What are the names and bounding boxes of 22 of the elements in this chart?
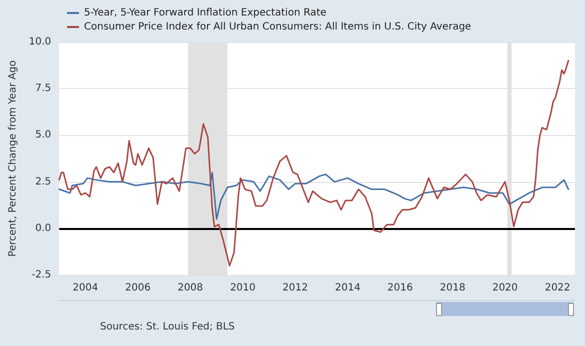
legend-label: 5-Year, 5-Year Forward Inflation Expectation Rate bbox=[84, 8, 326, 18]
x-tick-label: 2004 bbox=[72, 282, 98, 294]
line-series bbox=[58, 60, 570, 266]
x-tick-label: 2012 bbox=[282, 282, 308, 294]
y-tick-label: 5.0 bbox=[35, 130, 52, 141]
x-tick-label: 2010 bbox=[230, 282, 256, 294]
y-tick-label: 0.0 bbox=[35, 222, 52, 234]
y-tick-label: -2.5 bbox=[32, 270, 52, 280]
x-tick-label: 2014 bbox=[334, 282, 360, 294]
x-tick-label: 2016 bbox=[387, 282, 413, 294]
x-tick-label: 2022 bbox=[544, 282, 570, 294]
x-tick-label: 2008 bbox=[178, 282, 204, 294]
source-note: Sources: St. Louis Fed; BLS bbox=[100, 322, 235, 332]
x-tick-label: 2006 bbox=[125, 282, 151, 294]
y-tick-label: 7.5 bbox=[35, 83, 52, 94]
x-tick-label: 2020 bbox=[492, 282, 518, 294]
x-tick-label: 2018 bbox=[440, 282, 466, 294]
y-tick-label: 2.5 bbox=[35, 176, 52, 188]
y-tick-label: 10.0 bbox=[28, 36, 52, 48]
legend-label: Consumer Price Index for All Urban Consumers: All Items in U.S. City Average bbox=[84, 22, 472, 32]
line-series bbox=[58, 172, 570, 220]
y-axis-title: Percent, Percent Change from Year Ago bbox=[8, 60, 18, 257]
